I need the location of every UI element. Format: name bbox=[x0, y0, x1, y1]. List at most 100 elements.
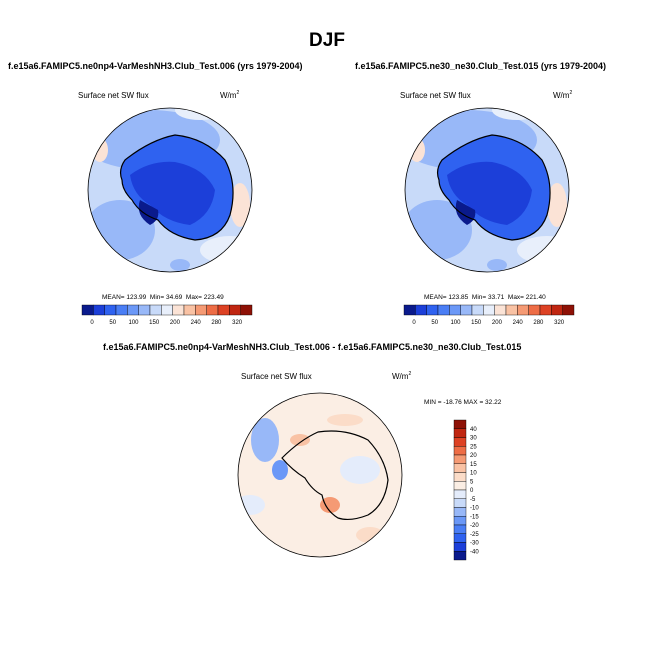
panel-1-variable: Surface net SW flux bbox=[78, 91, 149, 100]
season-title: DJF bbox=[309, 30, 345, 51]
difference-colorbar-color-box bbox=[453, 533, 467, 543]
difference-colorbar-color-box bbox=[453, 551, 467, 561]
difference-colorbar-color-box bbox=[453, 454, 467, 464]
difference-colorbar-color-box bbox=[453, 428, 467, 438]
panel-1-colorbar-tick-label: 320 bbox=[232, 320, 243, 326]
panel-2-case-title: f.e15a6.FAMIPC5.ne30_ne30.Club_Test.015 … bbox=[355, 61, 606, 71]
difference-colorbar-tick-label: -10 bbox=[470, 506, 479, 512]
difference-colorbar-tick-label: 0 bbox=[470, 488, 474, 494]
difference-colorbar-color-box bbox=[453, 437, 467, 447]
panel-2-colorbar-tick-label: 0 bbox=[412, 320, 416, 326]
panel-1-colorbar-color-box bbox=[240, 304, 253, 316]
panel-1-colorbar-tick-label: 150 bbox=[149, 320, 160, 326]
difference-colorbar-color-box bbox=[453, 542, 467, 552]
panel-1-colorbar-color-box bbox=[138, 304, 151, 316]
panel-1-colorbar-color-box bbox=[104, 304, 117, 316]
panel-2-colorbar: 0 50 100 150 200 240 280 320 bbox=[403, 304, 575, 326]
panel-1-colorbar-tick-label: 0 bbox=[90, 320, 94, 326]
difference-colorbar-color-box bbox=[453, 472, 467, 482]
panel-2-colorbar-color-box bbox=[460, 304, 473, 316]
panel-1-map bbox=[88, 108, 252, 272]
difference-minmax: MIN = -18.76 MAX = 32.22 bbox=[424, 399, 502, 406]
difference-colorbar-tick-label: -5 bbox=[470, 497, 476, 503]
panel-1-colorbar-color-box bbox=[229, 304, 241, 316]
panel-2-coastline bbox=[436, 134, 551, 241]
panel-2-colorbar-tick-label: 280 bbox=[533, 320, 544, 326]
panel-1-colorbar-color-box bbox=[81, 304, 94, 316]
panel-1-colorbar-color-box bbox=[172, 304, 185, 316]
panel-2-colorbar-color-box bbox=[471, 304, 484, 316]
difference-colorbar-tick-label: 20 bbox=[470, 453, 477, 459]
panel-2-colorbar-color-box bbox=[437, 304, 450, 316]
difference-colorbar-tick-label: -20 bbox=[470, 523, 479, 529]
panel-2-colorbar-color-box bbox=[539, 304, 552, 316]
difference-colorbar-color-box bbox=[453, 489, 467, 499]
difference-colorbar-color-box bbox=[453, 481, 467, 491]
difference-colorbar-tick-label: 5 bbox=[470, 479, 474, 485]
panel-2-colorbar-color-box bbox=[517, 304, 529, 316]
difference-colorbar-color-box bbox=[453, 446, 467, 456]
panel-2-colorbar-tick-label: 320 bbox=[554, 320, 565, 326]
panel-2-units: W/m2 bbox=[553, 90, 573, 100]
panel-1-colorbar-color-box bbox=[206, 304, 219, 316]
difference-colorbar-tick-label: -30 bbox=[470, 541, 479, 547]
panel-1-colorbar-tick-label: 240 bbox=[191, 320, 202, 326]
panel-2-colorbar-tick-label: 50 bbox=[431, 320, 438, 326]
difference-colorbar-color-box bbox=[453, 507, 467, 517]
panel-1-colorbar-color-box bbox=[149, 304, 162, 316]
difference-colorbar-color-box bbox=[453, 419, 467, 429]
panel-1-colorbar-color-box bbox=[195, 304, 207, 316]
panel-2-map-border bbox=[404, 107, 570, 273]
panel-1-colorbar-color-box bbox=[127, 304, 139, 316]
panel-1-colorbar-color-box bbox=[217, 304, 230, 316]
panel-2-colorbar-color-box bbox=[505, 304, 518, 316]
panel-2-colorbar-tick-label: 200 bbox=[492, 320, 503, 326]
difference-colorbar-color-box bbox=[453, 516, 467, 526]
panel-2-colorbar-color-box bbox=[494, 304, 507, 316]
panel-1-colorbar-color-box bbox=[93, 304, 105, 316]
panel-1-case-title: f.e15a6.FAMIPC5.ne0np4-VarMeshNH3.Club_T… bbox=[8, 61, 303, 71]
panel-1-colorbar-tick-label: 100 bbox=[128, 320, 139, 326]
difference-colorbar-tick-label: 40 bbox=[470, 427, 477, 433]
difference-colorbar: 40 30 25 20 15 10 5 0 -5 -10 -15 -20 -25 -30 -40 bbox=[453, 419, 479, 561]
panel-1-colorbar-tick-label: 280 bbox=[211, 320, 222, 326]
panel-2-colorbar-color-box bbox=[426, 304, 439, 316]
panel-2-colorbar-color-box bbox=[403, 304, 416, 316]
panel-2-colorbar-color-box bbox=[562, 304, 575, 316]
panel-2-colorbar-color-box bbox=[483, 304, 495, 316]
panel-1-colorbar: 0 50 100 150 200 240 280 320 bbox=[81, 304, 253, 326]
panel-1-colorbar-tick-label: 50 bbox=[109, 320, 116, 326]
difference-units: W/m2 bbox=[392, 371, 412, 381]
panel-1-stats: MEAN= 123.99 Min= 34.69 Max= 223.49 bbox=[102, 294, 224, 301]
difference-colorbar-tick-label: -25 bbox=[470, 532, 479, 538]
panel-2-colorbar-tick-label: 100 bbox=[450, 320, 461, 326]
panel-1-map-border bbox=[87, 107, 253, 273]
difference-colorbar-color-box bbox=[453, 524, 467, 534]
panel-2-colorbar-color-box bbox=[449, 304, 461, 316]
difference-title: f.e15a6.FAMIPC5.ne0np4-VarMeshNH3.Club_T… bbox=[103, 342, 522, 352]
panel-2-colorbar-tick-label: 150 bbox=[471, 320, 482, 326]
difference-colorbar-tick-label: -15 bbox=[470, 514, 479, 520]
difference-colorbar-tick-label: -40 bbox=[470, 549, 479, 555]
panel-2-stats: MEAN= 123.85 Min= 33.71 Max= 221.40 bbox=[424, 294, 546, 301]
panel-1-colorbar-color-box bbox=[115, 304, 128, 316]
panel-1-units: W/m2 bbox=[220, 90, 240, 100]
difference-colorbar-color-box bbox=[453, 498, 467, 508]
panel-2-colorbar-color-box bbox=[415, 304, 427, 316]
panel-2-colorbar-color-box bbox=[551, 304, 563, 316]
panel-1-colorbar-tick-label: 200 bbox=[170, 320, 181, 326]
panel-1-colorbar-color-box bbox=[161, 304, 173, 316]
panel-2-variable: Surface net SW flux bbox=[400, 91, 471, 100]
difference-colorbar-tick-label: 25 bbox=[470, 444, 477, 450]
difference-colorbar-color-box bbox=[453, 463, 467, 473]
difference-colorbar-tick-label: 10 bbox=[470, 471, 477, 477]
difference-map-border bbox=[237, 392, 403, 558]
panel-2-colorbar-tick-label: 240 bbox=[513, 320, 524, 326]
difference-map bbox=[238, 393, 402, 557]
panel-1-colorbar-color-box bbox=[183, 304, 196, 316]
panel-1-coastline bbox=[119, 134, 234, 241]
difference-colorbar-tick-label: 15 bbox=[470, 462, 477, 468]
difference-variable: Surface net SW flux bbox=[241, 372, 312, 381]
difference-coastline bbox=[281, 430, 389, 521]
